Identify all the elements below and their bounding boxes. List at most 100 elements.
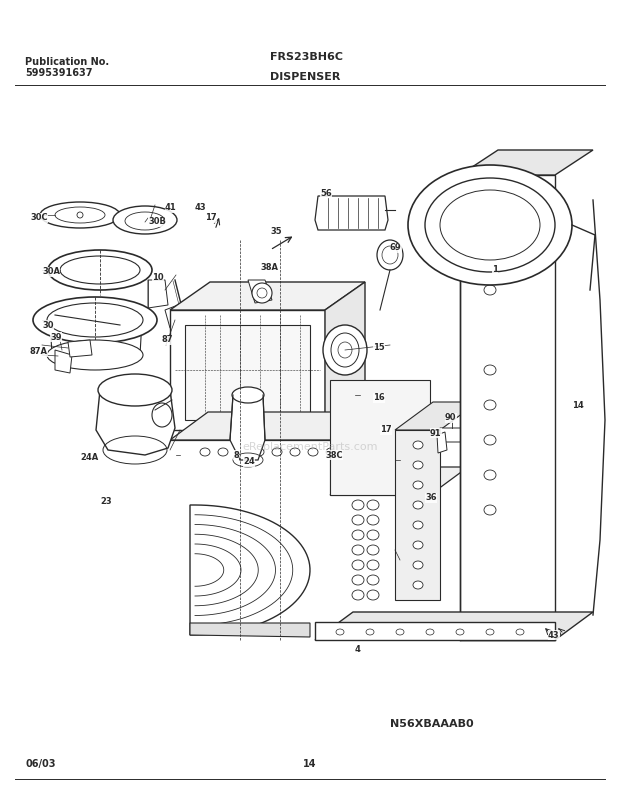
- Text: 14: 14: [303, 759, 317, 769]
- Ellipse shape: [367, 575, 379, 585]
- Ellipse shape: [272, 448, 282, 456]
- Ellipse shape: [236, 448, 246, 456]
- Text: 1: 1: [492, 265, 498, 275]
- Ellipse shape: [152, 403, 172, 427]
- Ellipse shape: [413, 561, 423, 569]
- Bar: [315, 622, 555, 640]
- Polygon shape: [315, 612, 593, 640]
- Polygon shape: [460, 150, 593, 175]
- Ellipse shape: [252, 283, 272, 303]
- Ellipse shape: [200, 448, 210, 456]
- Text: 24A: 24A: [80, 453, 98, 462]
- Bar: [185, 325, 310, 420]
- Ellipse shape: [323, 325, 367, 375]
- Text: 87A: 87A: [30, 348, 48, 357]
- Ellipse shape: [352, 530, 364, 540]
- Ellipse shape: [408, 165, 572, 285]
- Polygon shape: [170, 282, 365, 310]
- Polygon shape: [440, 428, 465, 442]
- Polygon shape: [190, 505, 310, 635]
- Ellipse shape: [113, 206, 177, 234]
- Ellipse shape: [413, 461, 423, 469]
- Polygon shape: [330, 455, 395, 495]
- Polygon shape: [170, 412, 393, 440]
- Text: 69: 69: [390, 244, 402, 252]
- Ellipse shape: [425, 178, 555, 272]
- Text: 17: 17: [380, 426, 392, 434]
- Ellipse shape: [33, 297, 157, 343]
- Bar: [340, 462, 352, 480]
- Polygon shape: [68, 340, 92, 357]
- Ellipse shape: [308, 448, 318, 456]
- Polygon shape: [165, 305, 195, 328]
- Text: 17: 17: [205, 214, 216, 222]
- Ellipse shape: [367, 545, 379, 555]
- Polygon shape: [55, 350, 72, 373]
- Ellipse shape: [484, 250, 496, 260]
- Ellipse shape: [484, 470, 496, 480]
- Polygon shape: [96, 390, 175, 455]
- Ellipse shape: [48, 250, 152, 290]
- Text: 30B: 30B: [148, 218, 166, 226]
- Ellipse shape: [377, 240, 403, 270]
- Polygon shape: [395, 402, 478, 430]
- Text: 43: 43: [195, 203, 206, 213]
- Ellipse shape: [484, 285, 496, 295]
- Ellipse shape: [326, 448, 336, 456]
- Polygon shape: [230, 395, 265, 460]
- Text: 23: 23: [100, 498, 112, 507]
- Text: 38A: 38A: [260, 264, 278, 272]
- Text: 15: 15: [373, 344, 385, 353]
- Text: N56XBAAAB0: N56XBAAAB0: [390, 719, 474, 729]
- Ellipse shape: [484, 215, 496, 225]
- Text: 10: 10: [152, 273, 164, 283]
- Text: 36: 36: [425, 494, 436, 503]
- Ellipse shape: [484, 505, 496, 515]
- Ellipse shape: [254, 448, 264, 456]
- Text: 4: 4: [355, 646, 361, 654]
- Ellipse shape: [484, 400, 496, 410]
- Polygon shape: [148, 280, 168, 308]
- Ellipse shape: [218, 448, 228, 456]
- Ellipse shape: [367, 560, 379, 570]
- Ellipse shape: [290, 448, 300, 456]
- Ellipse shape: [344, 448, 354, 456]
- Ellipse shape: [413, 481, 423, 489]
- Ellipse shape: [47, 340, 143, 370]
- Ellipse shape: [367, 590, 379, 600]
- Ellipse shape: [352, 590, 364, 600]
- Text: 30: 30: [42, 321, 53, 330]
- Ellipse shape: [352, 560, 364, 570]
- Polygon shape: [395, 430, 440, 600]
- Text: 41: 41: [165, 203, 177, 213]
- Ellipse shape: [341, 383, 369, 407]
- Text: 24: 24: [243, 457, 255, 467]
- Polygon shape: [330, 467, 468, 495]
- Bar: [330, 380, 430, 495]
- Ellipse shape: [232, 387, 264, 403]
- Ellipse shape: [352, 500, 364, 510]
- Text: 39: 39: [50, 333, 61, 341]
- Polygon shape: [50, 320, 142, 355]
- Text: 87: 87: [162, 336, 174, 345]
- Text: 30A: 30A: [42, 268, 60, 276]
- Ellipse shape: [413, 501, 423, 509]
- Bar: [358, 462, 370, 480]
- Ellipse shape: [413, 581, 423, 589]
- Text: 35: 35: [270, 228, 281, 237]
- Ellipse shape: [413, 541, 423, 549]
- Text: 90: 90: [445, 414, 456, 422]
- Text: FRS23BH6C: FRS23BH6C: [270, 52, 343, 62]
- Text: 16: 16: [373, 394, 385, 403]
- Text: 56: 56: [320, 188, 332, 198]
- Text: 06/03: 06/03: [25, 759, 56, 769]
- Polygon shape: [190, 623, 310, 637]
- Ellipse shape: [352, 575, 364, 585]
- Ellipse shape: [40, 202, 120, 228]
- Ellipse shape: [413, 521, 423, 529]
- Text: 38C: 38C: [325, 450, 343, 460]
- Text: DISPENSER: DISPENSER: [270, 72, 340, 82]
- Ellipse shape: [484, 365, 496, 375]
- Ellipse shape: [98, 374, 172, 406]
- Polygon shape: [248, 280, 272, 303]
